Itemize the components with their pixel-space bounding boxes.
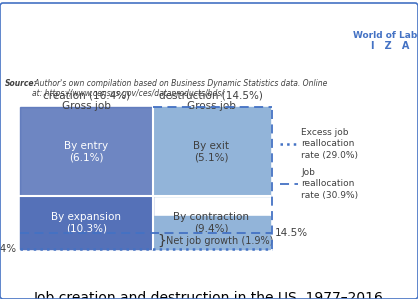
Text: Author's own compilation based on Business Dynamic Statistics data. Online
at: h: Author's own compilation based on Busine… bbox=[32, 79, 327, 98]
Text: Gross job: Gross job bbox=[187, 101, 236, 111]
Bar bbox=[153, 216, 270, 233]
Text: Gross job: Gross job bbox=[62, 101, 111, 111]
Text: 14.5%: 14.5% bbox=[275, 228, 308, 237]
Text: Job creation and destruction in the US, 1977–2016: Job creation and destruction in the US, … bbox=[34, 291, 384, 299]
Text: I   Z   A: I Z A bbox=[371, 41, 409, 51]
Text: Source:: Source: bbox=[5, 79, 38, 88]
Bar bbox=[153, 107, 270, 196]
Bar bbox=[20, 196, 153, 249]
Text: By entry
(6.1%): By entry (6.1%) bbox=[64, 141, 108, 162]
Bar bbox=[153, 233, 270, 249]
Text: Job
reallocation
rate (30.9%): Job reallocation rate (30.9%) bbox=[301, 168, 358, 200]
Text: Excess job
reallocation
rate (29.0%): Excess job reallocation rate (29.0%) bbox=[301, 128, 358, 160]
Text: By exit
(5.1%): By exit (5.1%) bbox=[194, 141, 229, 162]
Text: By expansion
(10.3%): By expansion (10.3%) bbox=[51, 212, 121, 234]
Text: }: } bbox=[158, 234, 166, 248]
Text: destruction (14.5%): destruction (14.5%) bbox=[159, 91, 263, 101]
Bar bbox=[20, 107, 153, 196]
Text: 16.4%: 16.4% bbox=[0, 244, 17, 254]
Text: World of Labor: World of Labor bbox=[352, 31, 418, 40]
Text: creation (16.4%): creation (16.4%) bbox=[43, 91, 130, 101]
Text: Net job growth (1.9%): Net job growth (1.9%) bbox=[166, 236, 273, 246]
Text: By contraction
(9.4%): By contraction (9.4%) bbox=[173, 212, 250, 234]
